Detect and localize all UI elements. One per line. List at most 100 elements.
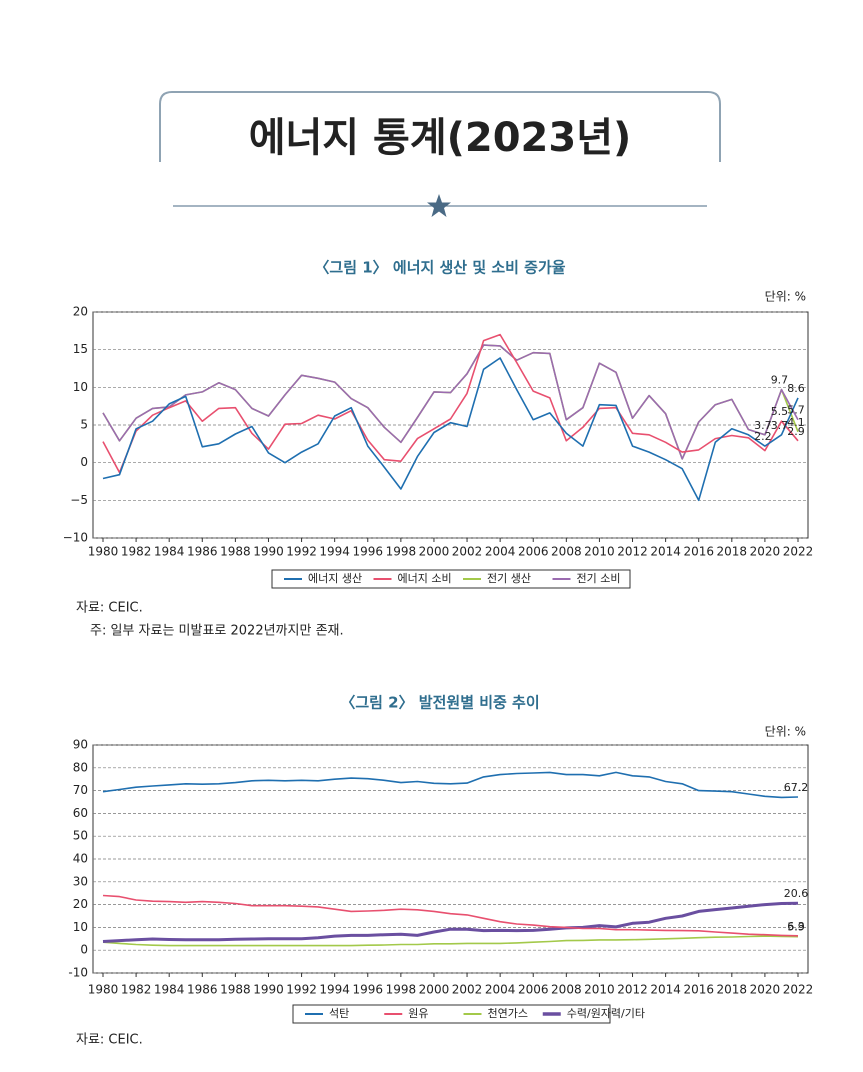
x-tick-label: 1984 [154, 983, 185, 997]
x-tick-label: 1986 [187, 983, 218, 997]
x-tick-label: 2014 [650, 545, 681, 559]
data-label: 6.3 [787, 920, 805, 933]
y-tick-label: −5 [70, 493, 88, 507]
x-tick-label: 1982 [121, 545, 152, 559]
series-line [102, 344, 799, 460]
x-tick-label: 2014 [650, 983, 681, 997]
figure-caption: 〈그림 1〉 에너지 생산 및 소비 증가율 [314, 259, 565, 277]
x-tick-label: 1992 [286, 983, 317, 997]
y-tick-label: 30 [73, 874, 88, 888]
series-line [102, 771, 799, 799]
x-tick-label: 1982 [121, 983, 152, 997]
legend-label: 전기 생산 [487, 572, 531, 585]
y-tick-label: 40 [73, 852, 88, 866]
x-tick-label: 2020 [750, 545, 781, 559]
source-note: 자료: CEIC. [76, 601, 143, 616]
x-tick-label: 2012 [617, 545, 648, 559]
series-line [102, 894, 799, 937]
legend-label: 원유 [408, 1007, 428, 1020]
y-tick-label: 70 [73, 783, 88, 797]
title-frame [159, 91, 721, 162]
x-tick-label: 2002 [452, 545, 483, 559]
x-tick-label: 2016 [683, 545, 714, 559]
unit-label: 단위: % [765, 290, 806, 304]
x-tick-label: 1996 [352, 983, 383, 997]
data-label: 3.7 [754, 419, 772, 432]
legend-box [292, 1004, 611, 1024]
series-line [102, 901, 799, 943]
x-tick-label: 2010 [584, 983, 615, 997]
x-tick-label: 1996 [352, 545, 383, 559]
x-tick-label: 2012 [617, 983, 648, 997]
x-tick-label: 1990 [253, 545, 284, 559]
x-tick-label: 1988 [220, 545, 251, 559]
x-tick-label: 1988 [220, 983, 251, 997]
data-label: 3.7 [771, 419, 789, 432]
legend-label: 에너지 소비 [398, 572, 452, 585]
y-tick-label: 20 [73, 897, 88, 911]
data-label: 4.1 [787, 416, 805, 429]
y-tick-label: 90 [73, 738, 88, 752]
legend-box [271, 569, 631, 589]
x-tick-label: 2000 [419, 983, 450, 997]
y-tick-label: 0 [80, 943, 88, 957]
legend-label: 천연가스 [488, 1006, 528, 1020]
x-tick-label: 2020 [750, 983, 781, 997]
series-line [102, 333, 799, 474]
footnote: 주: 일부 자료는 미발표로 2022년까지만 존재. [90, 624, 344, 639]
data-label: 20.6 [784, 887, 809, 900]
x-tick-label: 2006 [518, 983, 549, 997]
source-note: 자료: CEIC. [76, 1033, 143, 1048]
x-tick-label: 2004 [485, 983, 516, 997]
x-tick-label: 2008 [551, 545, 582, 559]
y-tick-label: 10 [73, 380, 88, 394]
x-tick-label: 1998 [386, 983, 417, 997]
x-tick-label: 2010 [584, 545, 615, 559]
x-tick-label: 2002 [452, 983, 483, 997]
x-tick-label: 2004 [485, 545, 516, 559]
data-label: 9.7 [771, 374, 789, 387]
y-tick-label: 80 [73, 760, 88, 774]
series-line [102, 935, 799, 947]
x-tick-label: 1984 [154, 545, 185, 559]
page-title: 에너지 통계(2023년) [249, 115, 632, 161]
data-label: 5.5 [771, 405, 789, 418]
x-tick-label: 1994 [319, 545, 350, 559]
x-tick-label: 1980 [88, 545, 119, 559]
series-line [102, 344, 799, 460]
y-tick-label: 50 [73, 829, 88, 843]
y-tick-label: −10 [63, 531, 88, 545]
x-tick-label: 1998 [386, 545, 417, 559]
data-label: 8.6 [787, 382, 805, 395]
legend-label: 전기 소비 [577, 572, 621, 585]
y-tick-label: 15 [73, 342, 88, 356]
y-tick-label: 60 [73, 806, 88, 820]
x-tick-label: 2018 [717, 983, 748, 997]
data-label: 67.2 [784, 781, 809, 794]
data-label: 5.7 [787, 404, 805, 417]
series-line [102, 357, 799, 502]
x-tick-label: 2022 [783, 545, 814, 559]
data-label: 2.2 [754, 430, 772, 443]
y-tick-label: 10 [73, 920, 88, 934]
x-tick-label: 2006 [518, 545, 549, 559]
figure-caption: 〈그림 2〉 발전원별 비중 추이 [340, 694, 539, 712]
x-tick-label: 2016 [683, 983, 714, 997]
data-label: 2.9 [787, 425, 805, 438]
y-tick-label: 20 [73, 305, 88, 319]
unit-label: 단위: % [765, 725, 806, 739]
x-tick-label: 2018 [717, 545, 748, 559]
y-tick-label: -10 [68, 966, 88, 980]
x-tick-label: 1992 [286, 545, 317, 559]
x-tick-label: 1994 [319, 983, 350, 997]
x-tick-label: 2022 [783, 983, 814, 997]
legend-label: 수력/원자력/기타 [567, 1007, 645, 1020]
star-icon [427, 194, 451, 217]
legend-label: 에너지 생산 [308, 572, 362, 585]
legend-label: 석탄 [329, 1007, 349, 1020]
y-tick-label: 5 [80, 418, 88, 432]
x-tick-label: 2008 [551, 983, 582, 997]
x-tick-label: 1980 [88, 983, 119, 997]
x-tick-label: 2000 [419, 545, 450, 559]
